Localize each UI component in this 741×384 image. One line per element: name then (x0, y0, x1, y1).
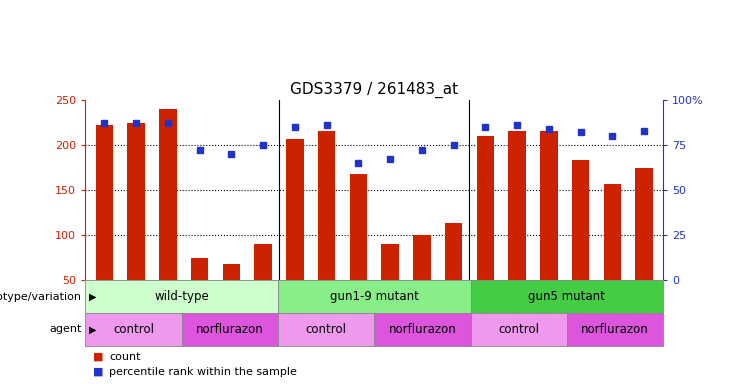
Bar (191, 258, 208, 280)
Bar (471, 313, 567, 346)
Bar (182, 313, 278, 346)
Bar (413, 235, 431, 280)
Bar (222, 264, 240, 280)
Bar (445, 223, 462, 280)
Bar (636, 167, 653, 280)
Text: control: control (498, 323, 539, 336)
Bar (382, 244, 399, 280)
Bar (471, 280, 663, 313)
Text: control: control (113, 323, 154, 336)
Bar (127, 123, 144, 280)
Text: gun5 mutant: gun5 mutant (528, 290, 605, 303)
Title: GDS3379 / 261483_at: GDS3379 / 261483_at (290, 82, 458, 98)
Bar (278, 280, 471, 313)
Bar (286, 139, 304, 280)
Bar (540, 131, 557, 280)
Bar (508, 131, 526, 280)
Text: gun1-9 mutant: gun1-9 mutant (330, 290, 419, 303)
Text: agent: agent (49, 324, 82, 334)
Bar (85, 313, 182, 346)
Bar (278, 313, 374, 346)
Text: ■: ■ (93, 367, 103, 377)
Text: control: control (305, 323, 347, 336)
Bar (350, 174, 367, 280)
Text: genotype/variation: genotype/variation (0, 291, 82, 302)
Text: ▶: ▶ (89, 291, 96, 302)
Bar (96, 125, 113, 280)
Bar (254, 244, 272, 280)
Text: ▶: ▶ (89, 324, 96, 334)
Bar (476, 136, 494, 280)
Bar (374, 313, 471, 346)
Bar (159, 109, 176, 280)
Text: norflurazon: norflurazon (196, 323, 264, 336)
Bar (572, 160, 589, 280)
Text: norflurazon: norflurazon (388, 323, 456, 336)
Text: ■: ■ (93, 352, 103, 362)
Text: norflurazon: norflurazon (581, 323, 649, 336)
Bar (604, 184, 621, 280)
Text: percentile rank within the sample: percentile rank within the sample (109, 367, 297, 377)
Bar (85, 280, 278, 313)
Bar (318, 131, 335, 280)
Text: wild-type: wild-type (154, 290, 209, 303)
Text: count: count (109, 352, 141, 362)
Bar (567, 313, 663, 346)
